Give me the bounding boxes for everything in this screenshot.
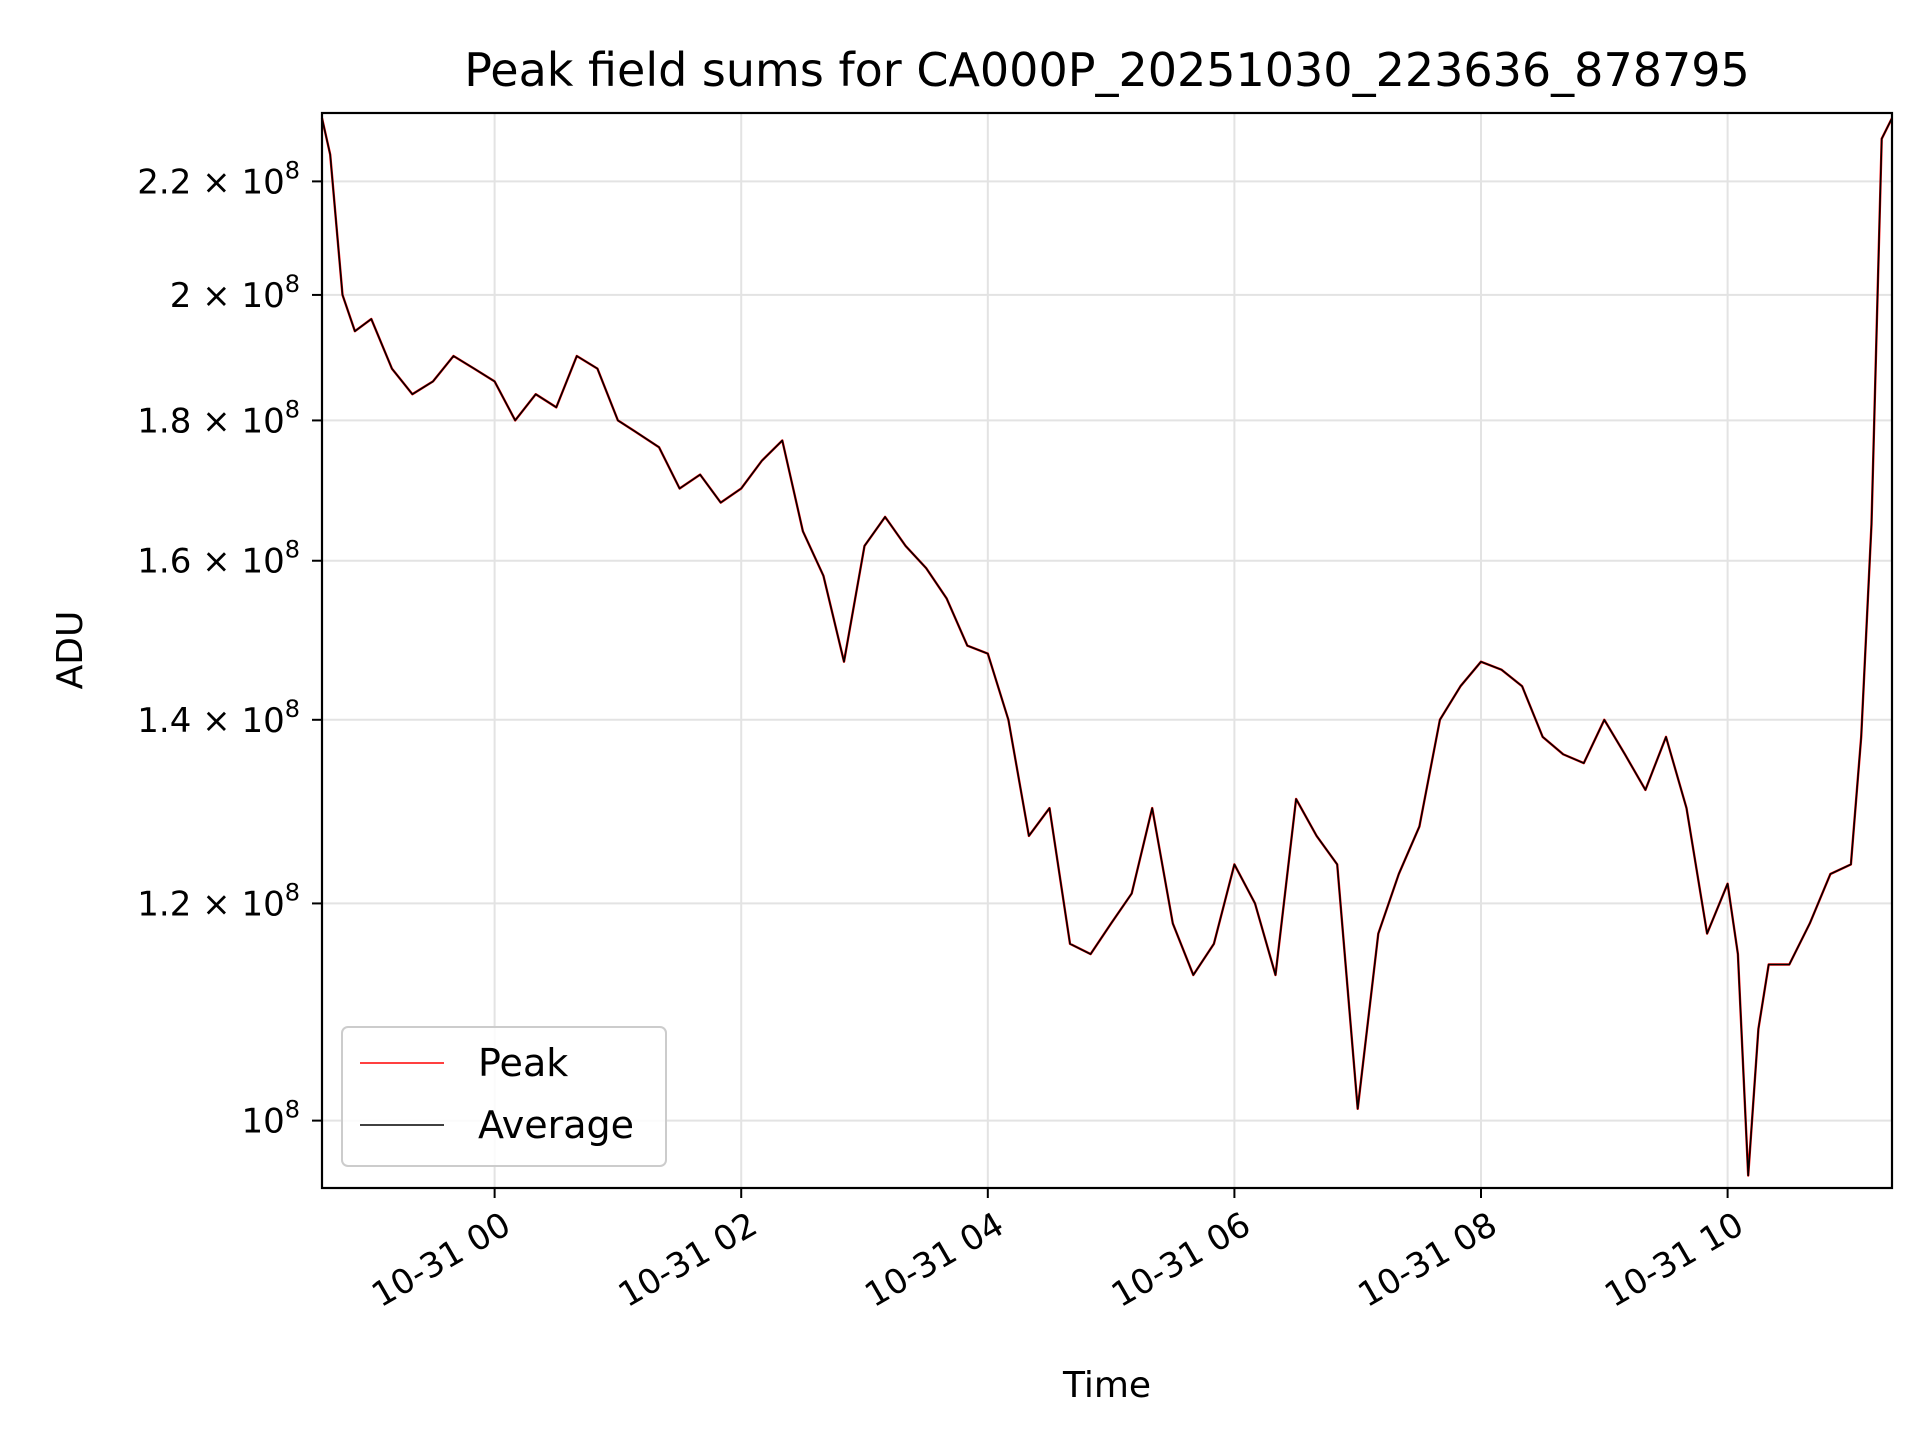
y-tick-label: 1.2 × 108 — [137, 878, 300, 924]
y-axis-ticks: 108 1.2 × 108 1.4 × 108 1.6 × 108 1.8 × 108 2… — [137, 156, 322, 1142]
y-axis-label: ADU — [50, 611, 91, 690]
y-tick-label: 1.4 × 108 — [137, 695, 300, 741]
plot-frame — [320, 111, 1894, 1190]
legend-peak-label: Peak — [478, 1041, 568, 1085]
legend: Peak Average — [341, 1026, 667, 1167]
series-line-average — [321, 117, 1893, 1177]
legend-box — [341, 1026, 667, 1167]
y-tick-label: 1.8 × 108 — [137, 395, 300, 441]
series-lines — [320, 117, 1894, 1177]
y-tick-label: 2.2 × 108 — [137, 156, 300, 202]
chart-title: Peak field sums for CA000P_20251030_2236… — [464, 43, 1750, 97]
grid — [322, 113, 1892, 1188]
y-tick-label: 108 — [241, 1096, 300, 1142]
legend-average-label: Average — [478, 1103, 634, 1147]
y-tick-label: 1.6 × 108 — [137, 536, 300, 582]
x-axis-label: Time — [1062, 1365, 1151, 1406]
y-tick-label: 2 × 108 — [170, 270, 300, 316]
